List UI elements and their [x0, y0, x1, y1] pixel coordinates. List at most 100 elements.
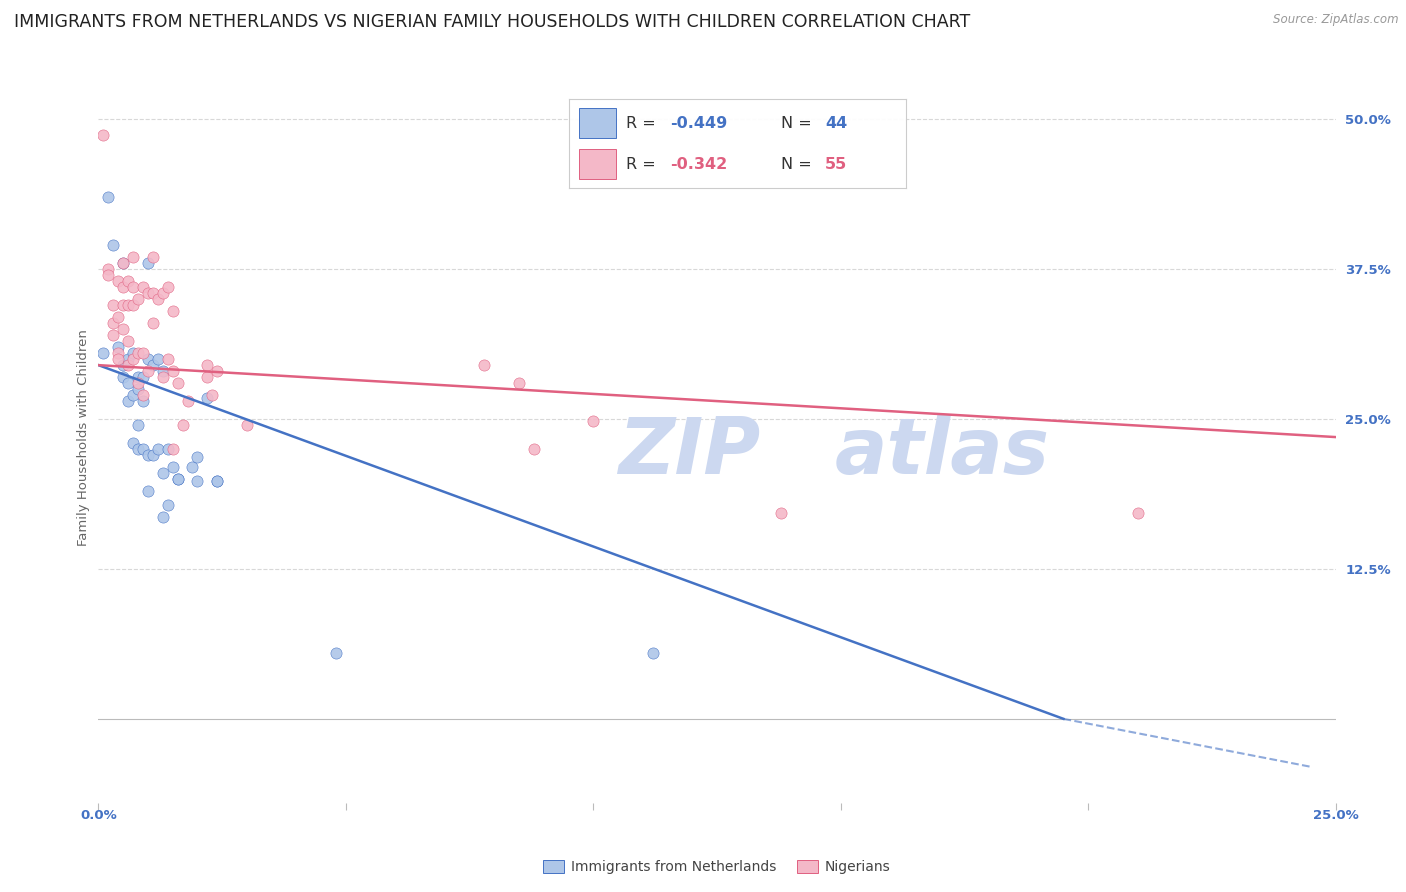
Point	[107, 310, 129, 325]
Text: Source: ZipAtlas.com: Source: ZipAtlas.com	[1274, 13, 1399, 27]
Point	[127, 376, 149, 391]
Point	[97, 262, 120, 277]
Point	[127, 418, 149, 433]
Point	[103, 298, 125, 312]
Point	[325, 646, 347, 660]
Point	[117, 394, 139, 409]
Point	[127, 382, 149, 396]
Text: R =: R =	[626, 157, 661, 172]
Text: atlas: atlas	[835, 414, 1050, 490]
Point	[582, 415, 605, 429]
Point	[107, 352, 129, 367]
Point	[142, 448, 165, 462]
Point	[136, 448, 159, 462]
Point	[112, 322, 135, 336]
FancyBboxPatch shape	[579, 108, 616, 138]
Point	[112, 298, 135, 312]
Point	[201, 388, 224, 402]
Point	[107, 346, 129, 360]
Point	[136, 286, 159, 301]
Point	[117, 358, 139, 372]
Point	[152, 370, 174, 384]
Point	[186, 450, 208, 465]
Point	[127, 292, 149, 306]
Y-axis label: Family Households with Children: Family Households with Children	[77, 328, 90, 546]
Point	[112, 280, 135, 294]
Point	[142, 316, 165, 330]
Point	[152, 364, 174, 378]
Point	[122, 436, 145, 450]
Point	[122, 388, 145, 402]
Point	[156, 442, 179, 456]
Point	[186, 475, 208, 489]
Text: 55: 55	[825, 157, 848, 172]
Point	[195, 358, 218, 372]
Point	[142, 358, 165, 372]
Legend: Immigrants from Netherlands, Nigerians: Immigrants from Netherlands, Nigerians	[537, 855, 897, 880]
Point	[136, 256, 159, 270]
Text: N =: N =	[782, 157, 817, 172]
Point	[122, 280, 145, 294]
Point	[156, 280, 179, 294]
Point	[122, 250, 145, 264]
Point	[474, 358, 496, 372]
Point	[162, 442, 184, 456]
Point	[523, 442, 546, 456]
Point	[1126, 506, 1149, 520]
Point	[195, 370, 218, 384]
Text: ZIP: ZIP	[619, 414, 761, 490]
Point	[205, 475, 228, 489]
Point	[176, 394, 198, 409]
Text: -0.449: -0.449	[669, 116, 727, 131]
Point	[127, 370, 149, 384]
Point	[152, 510, 174, 524]
Text: N =: N =	[782, 116, 817, 131]
Point	[205, 364, 228, 378]
Point	[166, 472, 188, 486]
Text: -0.342: -0.342	[669, 157, 727, 172]
Text: 44: 44	[825, 116, 848, 131]
Point	[195, 391, 218, 405]
Point	[136, 364, 159, 378]
Point	[103, 328, 125, 343]
Point	[770, 506, 793, 520]
Point	[132, 388, 155, 402]
Text: 25.0%: 25.0%	[1313, 809, 1358, 822]
Point	[122, 352, 145, 367]
Point	[162, 304, 184, 318]
Point	[152, 466, 174, 480]
Text: 0.0%: 0.0%	[80, 809, 117, 822]
Text: R =: R =	[626, 116, 661, 131]
Point	[181, 460, 204, 475]
Point	[117, 274, 139, 288]
Point	[117, 376, 139, 391]
Point	[127, 442, 149, 456]
Point	[142, 250, 165, 264]
Point	[132, 442, 155, 456]
Point	[156, 352, 179, 367]
Point	[136, 483, 159, 498]
Point	[107, 340, 129, 354]
Point	[117, 334, 139, 348]
Point	[166, 472, 188, 486]
Point	[112, 256, 135, 270]
Point	[162, 364, 184, 378]
Point	[103, 316, 125, 330]
Point	[205, 475, 228, 489]
Point	[146, 442, 169, 456]
Point	[162, 460, 184, 475]
Point	[166, 376, 188, 391]
Point	[132, 280, 155, 294]
Point	[132, 370, 155, 384]
Point	[172, 418, 194, 433]
Point	[127, 346, 149, 360]
Point	[136, 352, 159, 367]
Point	[122, 298, 145, 312]
Point	[97, 268, 120, 283]
Point	[117, 298, 139, 312]
Point	[93, 346, 115, 360]
Point	[112, 256, 135, 270]
Point	[107, 274, 129, 288]
Point	[93, 128, 115, 142]
Point	[146, 352, 169, 367]
